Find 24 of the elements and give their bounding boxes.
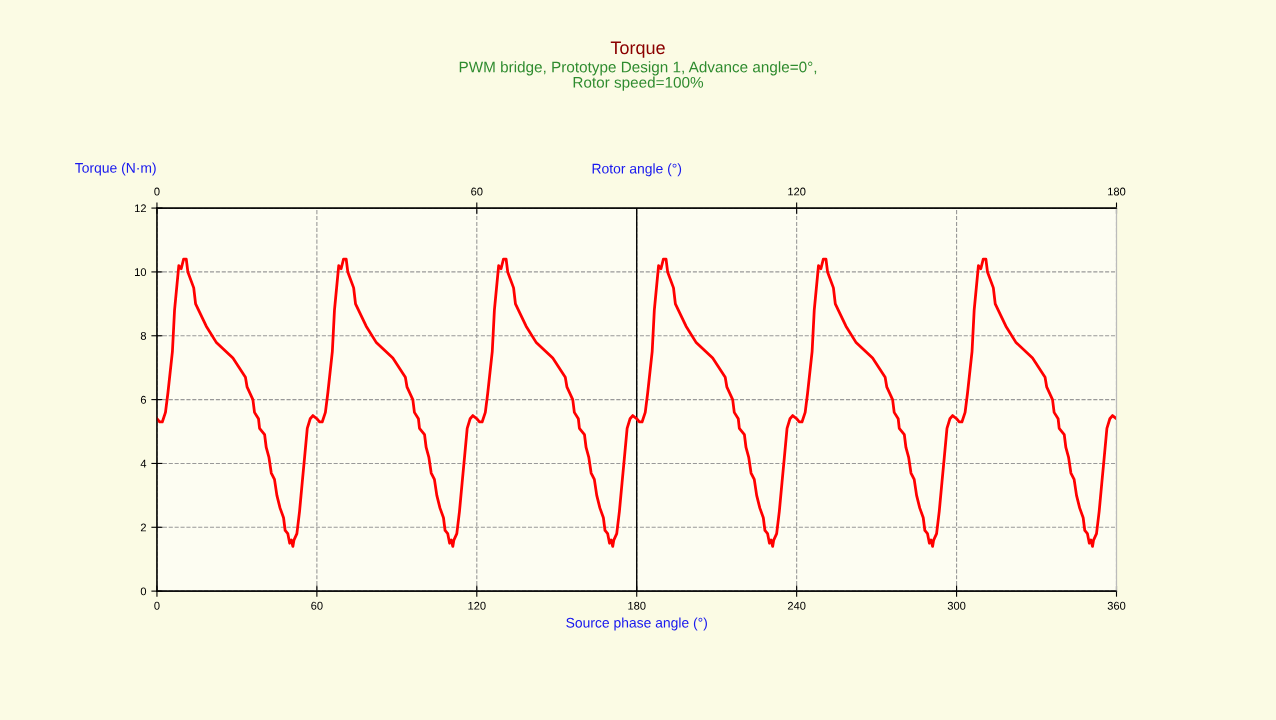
x-tick-label: 120 <box>468 601 486 610</box>
x2-tick-label: 0 <box>154 187 160 196</box>
x-tick-label: 300 <box>947 601 966 610</box>
y-tick-label: 0 <box>140 587 147 596</box>
x-tick-label: 180 <box>628 601 646 610</box>
x2-axis-title: Rotor angle (°) <box>592 163 682 177</box>
chart-title: Torque <box>610 41 665 58</box>
x2-tick-label: 60 <box>471 187 483 196</box>
x-tick-label: 360 <box>1107 601 1126 610</box>
x-tick-label: 240 <box>787 601 806 610</box>
y-tick-label: 12 <box>135 204 146 213</box>
y-axis-title: Torque (N·m) <box>75 162 156 176</box>
y-tick-label: 8 <box>140 332 147 340</box>
x-axis-title: Source phase angle (°) <box>566 617 707 631</box>
y-tick-label: 4 <box>140 459 147 468</box>
y-tick-label: 2 <box>140 523 146 532</box>
x2-tick-label: 120 <box>788 187 806 196</box>
chart-subtitle: PWM bridge, Prototype Design 1, Advance angle=0°, Rotor speed=100% <box>459 61 817 91</box>
y-tick-label: 10 <box>135 268 147 277</box>
x-tick-label: 0 <box>154 601 160 610</box>
line-series <box>156 257 1117 548</box>
y-tick-label: 6 <box>140 395 147 404</box>
x2-tick-label: 180 <box>1108 187 1126 196</box>
x-tick-label: 60 <box>311 601 323 610</box>
